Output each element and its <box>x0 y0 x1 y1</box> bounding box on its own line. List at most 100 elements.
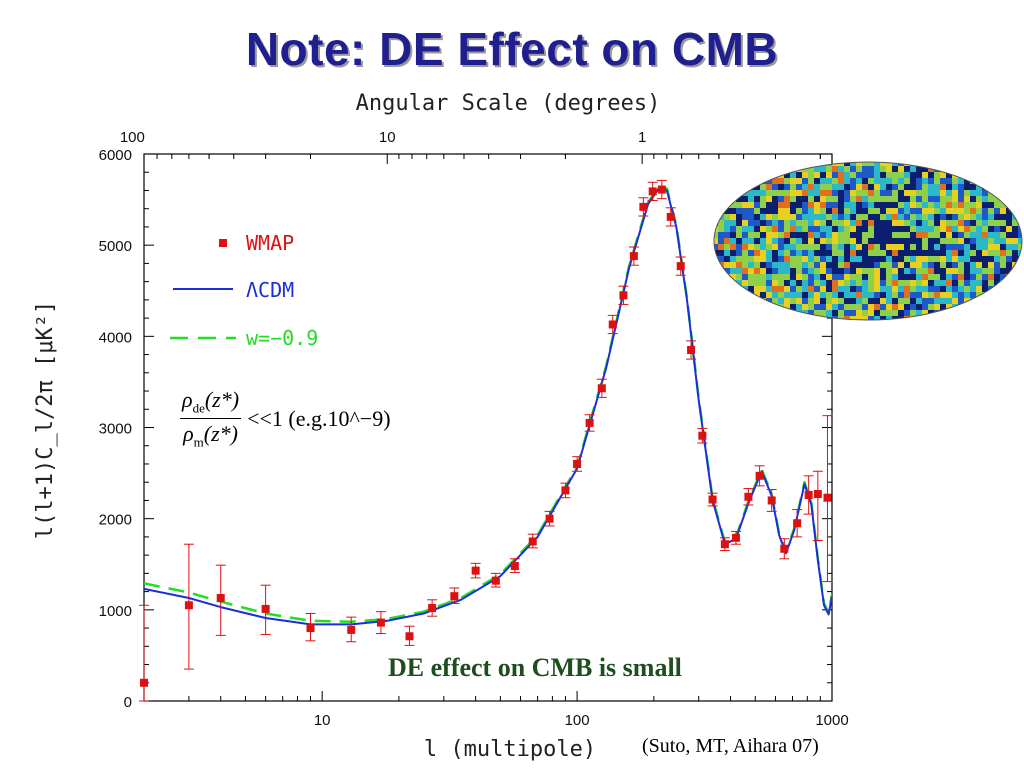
top-tick-label: 10 <box>379 129 396 146</box>
y-tick-label: 6000 <box>99 147 132 164</box>
wmap-marker <box>793 519 802 528</box>
wmap-point <box>490 572 501 588</box>
legend-label-lcdm: ΛCDM <box>246 278 294 302</box>
top-tick-label: 1 <box>638 129 646 146</box>
wmap-marker <box>585 418 594 427</box>
wmap-points <box>139 179 833 702</box>
x-tick-label: 1000 <box>815 712 848 729</box>
legend-label-w09: w=−0.9 <box>246 326 318 350</box>
wmap-marker <box>597 384 606 393</box>
wmap-point <box>792 509 803 538</box>
wmap-point <box>584 414 595 432</box>
wmap-marker <box>184 601 193 610</box>
wmap-marker <box>708 495 717 504</box>
wmap-point <box>449 587 460 604</box>
wmap-point <box>618 285 629 305</box>
wmap-point <box>183 543 194 670</box>
x-axis-label: l (multipole) <box>424 737 596 762</box>
y-tick-labels: 0 1000 2000 3000 4000 5000 6000 <box>99 147 132 711</box>
wmap-marker <box>731 533 740 542</box>
formula-denominator: ρm(z*) <box>183 421 238 450</box>
formula-fraction: ρde(z*) ρm(z*) <box>180 387 242 451</box>
wmap-marker <box>744 492 753 501</box>
wmap-marker <box>639 202 648 211</box>
wmap-marker <box>608 320 617 329</box>
wmap-point <box>628 246 639 266</box>
wmap-marker <box>376 618 385 627</box>
wmap-point <box>730 530 741 545</box>
wmap-marker <box>698 431 707 440</box>
wmap-marker <box>676 262 685 271</box>
legend-label-wmap: WMAP <box>246 231 294 255</box>
wmap-point <box>686 340 697 360</box>
wmap-marker <box>261 604 270 613</box>
wmap-marker <box>629 252 638 261</box>
wmap-point <box>665 207 676 227</box>
wmap-point <box>509 558 520 573</box>
formula-numerator: ρde(z*) <box>180 387 242 420</box>
citation: (Suto, MT, Aihara 07) <box>642 735 819 757</box>
wmap-point <box>544 510 555 527</box>
wmap-marker <box>687 346 696 355</box>
y-tick-label: 1000 <box>99 603 132 620</box>
wmap-marker <box>428 604 437 613</box>
wmap-marker <box>491 576 500 585</box>
wmap-point <box>346 616 357 643</box>
wmap-point <box>779 538 790 560</box>
x-tick-label: 100 <box>565 712 590 729</box>
y-tick-label: 5000 <box>99 238 132 255</box>
wmap-marker <box>813 490 822 499</box>
legend-marker-wmap <box>219 239 227 247</box>
de-effect-callout: DE effect on CMB is small <box>388 653 682 682</box>
formula-relation: <<1 (e.g.10^−9) <box>247 405 391 431</box>
top-axis-label: Angular Scale (degrees) <box>356 91 661 116</box>
wmap-point <box>812 470 823 542</box>
slide-title: Note: DE Effect on CMB <box>245 23 779 75</box>
wmap-marker <box>648 187 657 196</box>
wmap-marker <box>510 562 519 571</box>
wmap-marker <box>804 490 813 499</box>
wmap-point <box>139 604 149 702</box>
wmap-point <box>822 415 833 583</box>
wmap-point <box>427 599 438 617</box>
wmap-point <box>596 378 607 398</box>
wmap-point <box>743 488 754 506</box>
wmap-marker <box>140 678 148 687</box>
wmap-point <box>560 482 571 499</box>
wmap-point <box>527 533 538 549</box>
x-tick-label: 10 <box>314 712 331 729</box>
wmap-point <box>607 314 618 335</box>
wmap-point <box>404 625 415 646</box>
x-tick-labels: 10 100 1000 <box>314 712 849 729</box>
wmap-marker <box>573 459 582 468</box>
wmap-point <box>375 611 386 635</box>
wmap-point <box>260 584 271 635</box>
wmap-marker <box>347 625 356 634</box>
wmap-point <box>572 456 583 472</box>
wmap-marker <box>450 592 459 601</box>
wmap-marker <box>561 486 570 495</box>
wmap-point <box>766 488 777 512</box>
wmap-marker <box>619 291 628 300</box>
wmap-marker <box>216 593 225 602</box>
wmap-point <box>656 179 667 200</box>
wmap-point <box>675 256 686 276</box>
wmap-point <box>697 427 708 444</box>
wmap-point <box>707 492 718 507</box>
wmap-marker <box>405 632 414 641</box>
y-axis-label: l(l+1)C_l/2π [μK²] <box>33 301 58 539</box>
wmap-marker <box>780 544 789 553</box>
wmap-marker <box>666 212 675 221</box>
y-tick-label: 0 <box>124 694 132 711</box>
cmb-sky-map-image <box>713 161 1023 321</box>
top-tick-labels: 100 10 1 <box>120 129 647 146</box>
wmap-point <box>803 475 814 515</box>
wmap-point <box>638 197 649 217</box>
wmap-point <box>305 612 316 642</box>
wmap-point <box>215 564 226 636</box>
wmap-marker <box>545 514 554 523</box>
wmap-point <box>719 537 730 552</box>
top-tick-label: 100 <box>120 129 145 146</box>
y-tick-label: 3000 <box>99 421 132 438</box>
